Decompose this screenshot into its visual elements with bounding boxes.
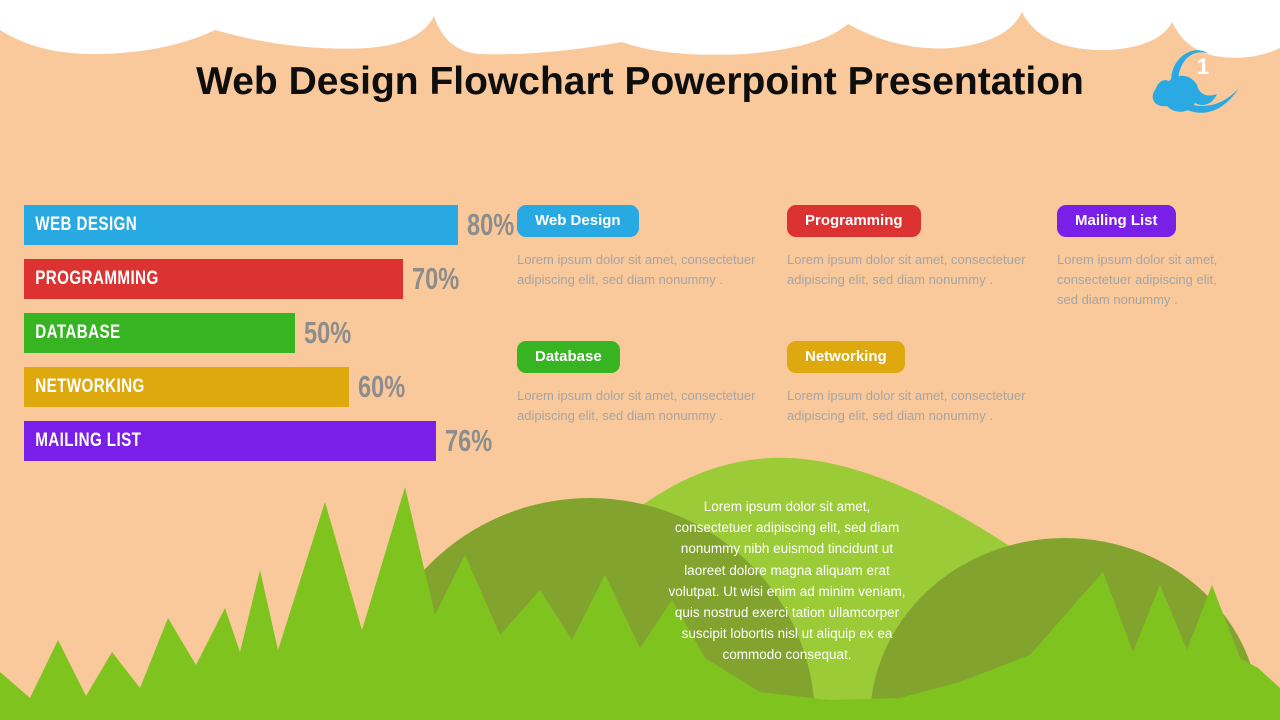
bar-fill: Web Design (24, 205, 458, 245)
bar-row-database: Database 50% (24, 313, 529, 353)
card-body-text: Lorem ipsum dolor sit amet, consectetuer… (517, 388, 756, 424)
bar-label: Web Design (35, 214, 138, 235)
bar-value-label: 70% (412, 261, 460, 296)
card-title-badge: Web Design (517, 205, 639, 237)
bar-label: Networking (35, 376, 145, 397)
page-number: 1 (1197, 54, 1210, 79)
bar-value-label: 60% (358, 369, 406, 404)
card-body-text: Lorem ipsum dolor sit amet, consectetuer… (517, 252, 756, 288)
card-mailing-list: Mailing List Lorem ipsum dolor sit amet,… (1057, 205, 1219, 310)
page-title: Web Design Flowchart Powerpoint Presenta… (196, 60, 1084, 103)
card-networking: Networking Lorem ipsum dolor sit amet, c… (787, 341, 1040, 426)
bar-row-networking: Networking 60% (24, 367, 529, 407)
card-programming: Programming Lorem ipsum dolor sit amet, … (787, 205, 1040, 290)
bar-label: Database (35, 322, 121, 343)
card-body-text: Lorem ipsum dolor sit amet, consectetuer… (787, 252, 1026, 288)
logo: 1 (1147, 28, 1247, 128)
bar-row-programming: Programming 70% (24, 259, 529, 299)
grass-spikes-shape (0, 487, 1280, 720)
card-title-badge: Networking (787, 341, 905, 373)
bar-fill: Networking (24, 367, 349, 407)
bar-fill: Programming (24, 259, 403, 299)
bar-value-label: 76% (445, 423, 493, 458)
card-web-design: Web Design Lorem ipsum dolor sit amet, c… (517, 205, 770, 290)
card-database: Database Lorem ipsum dolor sit amet, con… (517, 341, 770, 426)
bird-icon (1152, 50, 1239, 113)
bar-fill: Database (24, 313, 295, 353)
cloud-border-graphic (0, 0, 1280, 58)
card-body-text: Lorem ipsum dolor sit amet, consectetuer… (787, 388, 1026, 424)
hill-paragraph: Lorem ipsum dolor sit amet, consectetuer… (668, 499, 906, 663)
landscape-hills-graphic (0, 457, 1280, 720)
bar-chart: Web Design 80% Programming 70% Database … (24, 205, 529, 475)
card-body-text: Lorem ipsum dolor sit amet, consectetuer… (1057, 252, 1218, 308)
card-title-badge: Mailing List (1057, 205, 1176, 237)
card-title-badge: Database (517, 341, 620, 373)
bar-row-mailing-list: Mailing List 76% (24, 421, 529, 461)
bar-value-label: 80% (467, 207, 515, 242)
bar-value-label: 50% (304, 315, 352, 350)
bar-row-web-design: Web Design 80% (24, 205, 529, 245)
card-title-badge: Programming (787, 205, 921, 237)
bar-fill: Mailing List (24, 421, 436, 461)
bar-label: Programming (35, 268, 159, 289)
bar-label: Mailing List (35, 430, 142, 451)
